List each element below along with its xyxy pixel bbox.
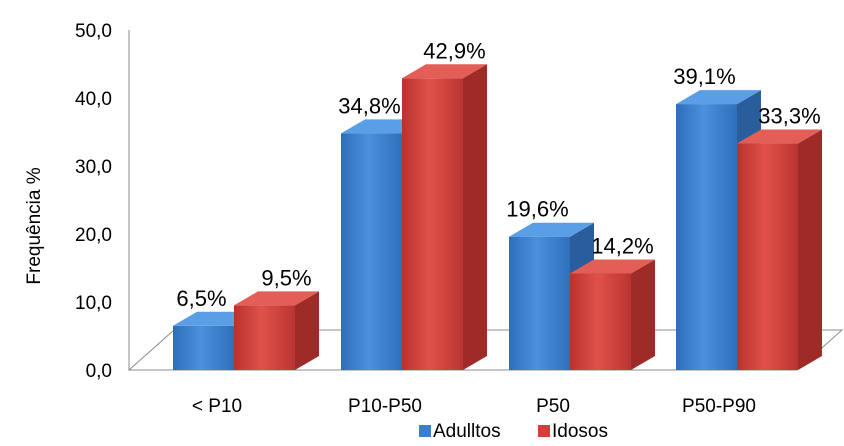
y-tick-label: 30,0 — [75, 157, 112, 178]
bar-front-adultos — [509, 236, 570, 370]
bar-side-idosos — [463, 64, 487, 370]
legend-label-idosos: Idosos — [552, 421, 608, 442]
y-axis: 0,0 10,0 20,0 30,0 40,0 50,0 Frequência % — [24, 21, 130, 382]
data-label-adultos: 6,5% — [176, 286, 226, 311]
x-tick-label: P10-P50 — [348, 396, 422, 417]
bar-top-idosos — [737, 129, 822, 144]
bar-top-idosos — [234, 291, 319, 306]
x-tick-label: P50-P90 — [682, 396, 756, 417]
bars: 6,5% 9,5% 34,8% 42,9% 19,6% 14,2% 39,1% 33,3% — [173, 38, 822, 371]
legend-swatch-adultos — [419, 425, 431, 437]
legend-item-adultos: Adulltos — [419, 421, 501, 442]
y-tick-label: 10,0 — [75, 293, 112, 314]
data-label-adultos: 39,1% — [673, 64, 735, 89]
data-label-idosos: 9,5% — [261, 265, 311, 290]
bar-front-idosos — [737, 143, 798, 370]
bar-idosos-3 — [570, 259, 655, 370]
bar-side-idosos — [295, 291, 319, 370]
bar-top-adultos — [509, 222, 594, 237]
bar-side-idosos — [798, 129, 822, 370]
legend-swatch-idosos — [538, 425, 550, 437]
bar-front-adultos — [341, 133, 402, 370]
data-label-idosos: 14,2% — [591, 233, 653, 258]
y-tick-labels: 0,0 10,0 20,0 30,0 40,0 50,0 — [75, 21, 112, 382]
bar-side-idosos — [631, 259, 655, 370]
legend: Adulltos Idosos — [419, 421, 608, 442]
data-label-adultos: 19,6% — [506, 197, 568, 222]
bar-top-idosos — [570, 259, 655, 274]
bar-idosos-2 — [402, 64, 487, 370]
y-tick-label: 0,0 — [86, 361, 112, 382]
legend-item-idosos: Idosos — [538, 421, 608, 442]
bar-front-adultos — [676, 104, 737, 371]
y-tick-label: 50,0 — [75, 21, 112, 42]
bar-idosos-1 — [234, 291, 319, 370]
x-tick-labels: < P10 P10-P50 P50 P50-P90 — [192, 396, 756, 417]
bar-front-idosos — [570, 273, 631, 370]
bar-front-idosos — [234, 305, 295, 370]
y-tick-label: 20,0 — [75, 225, 112, 246]
y-tick-label: 40,0 — [75, 89, 112, 110]
bar-front-adultos — [173, 325, 234, 370]
bar-front-idosos — [402, 78, 463, 370]
data-label-idosos: 33,3% — [758, 104, 820, 129]
x-tick-label: < P10 — [192, 396, 242, 417]
legend-label-adultos: Adulltos — [433, 421, 501, 442]
x-tick-label: P50 — [536, 396, 570, 417]
y-axis-title: Frequência % — [24, 167, 45, 284]
bar-idosos-4 — [737, 129, 822, 370]
bar-top-adultos — [676, 90, 761, 105]
data-label-adultos: 34,8% — [338, 93, 400, 118]
data-label-idosos: 42,9% — [423, 38, 485, 63]
bar-top-idosos — [402, 64, 487, 79]
